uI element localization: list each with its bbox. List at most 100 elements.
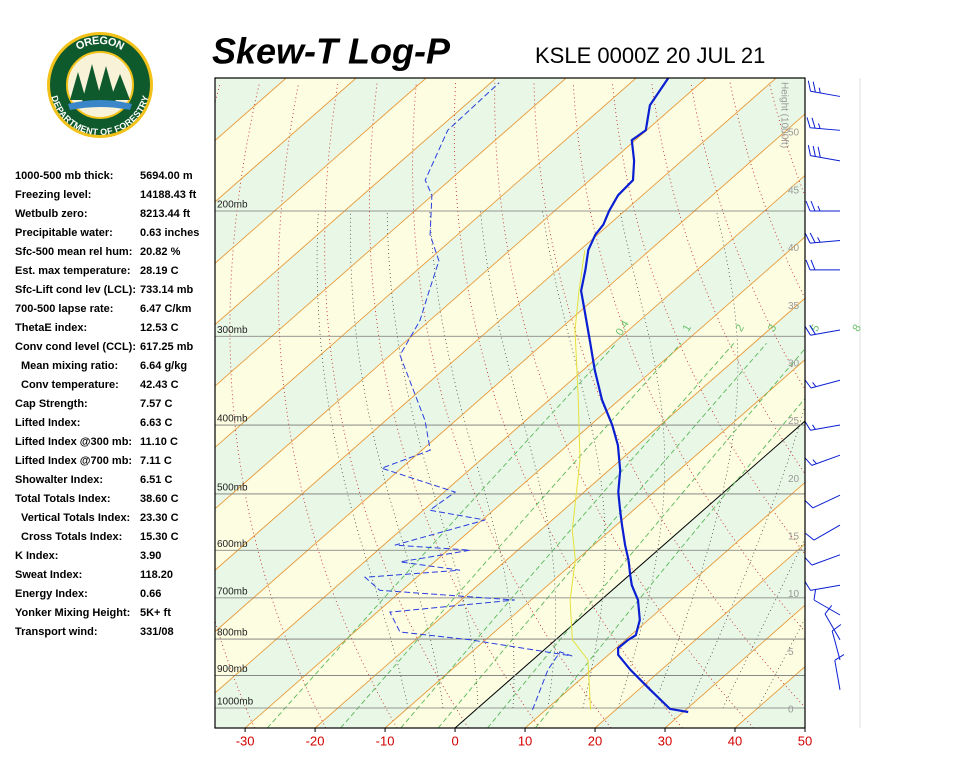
pressure-label: 800mb bbox=[217, 628, 248, 639]
wind-barb bbox=[805, 524, 841, 541]
logo: OREGON DEPARTMENT OF FORESTRY bbox=[47, 32, 153, 138]
mixing-ratio-line bbox=[437, 343, 767, 728]
x-tick-label: 20 bbox=[588, 733, 602, 748]
wind-barb bbox=[824, 605, 841, 641]
isotherm bbox=[244, 236, 805, 728]
isotherm bbox=[215, 78, 777, 571]
wind-barb bbox=[807, 80, 841, 97]
foreground: 0.4 1 2 3 5 8200mb300mb400mb500mb600mb700mb80… bbox=[215, 77, 864, 748]
index-label: Vertical Totals Index: bbox=[21, 512, 130, 524]
index-value: 5694.00 m bbox=[140, 170, 193, 182]
index-label: Freezing level: bbox=[15, 189, 91, 201]
isotherm bbox=[594, 543, 805, 728]
pressure-label: 500mb bbox=[217, 483, 248, 494]
index-label: Conv cond level (CCL): bbox=[15, 341, 136, 353]
isotherm-band bbox=[215, 114, 805, 694]
mixing-ratio-label: 1 bbox=[681, 323, 694, 334]
sounding-line bbox=[569, 250, 592, 710]
isotherm bbox=[215, 174, 805, 694]
mixing-ratio-line bbox=[400, 343, 735, 728]
wind-barb bbox=[804, 232, 841, 244]
isotherm-band bbox=[215, 78, 805, 632]
wind-barb bbox=[834, 654, 845, 690]
index-label: Cross Totals Index: bbox=[21, 531, 122, 543]
index-value: 617.25 mb bbox=[140, 341, 193, 353]
wind-barb bbox=[804, 379, 841, 389]
mixing-ratio-line bbox=[535, 397, 805, 728]
pressure-label: 300mb bbox=[217, 325, 248, 336]
index-value: 12.53 C bbox=[140, 322, 179, 334]
index-label: Transport wind: bbox=[15, 626, 98, 638]
index-label: ThetaE index: bbox=[15, 322, 87, 334]
index-label: Yonker Mixing Height: bbox=[15, 607, 130, 619]
isotherm bbox=[215, 78, 637, 449]
index-value: 7.11 C bbox=[140, 455, 172, 467]
index-label: Showalter Index: bbox=[15, 474, 103, 486]
index-label: 700-500 lapse rate: bbox=[15, 303, 113, 315]
index-label: Precipitable water: bbox=[15, 227, 113, 239]
dry-adiabat bbox=[887, 83, 960, 728]
wind-barb bbox=[813, 589, 841, 616]
height-tick-label: 50 bbox=[788, 128, 800, 139]
chart-title: Skew-T Log-P bbox=[212, 31, 451, 72]
moist-adiabat bbox=[687, 404, 805, 709]
height-tick-label: 15 bbox=[788, 532, 800, 543]
isotherm bbox=[314, 297, 805, 728]
pressure-label: 700mb bbox=[217, 586, 248, 597]
height-tick-label: 30 bbox=[788, 358, 800, 369]
index-value: 6.63 C bbox=[140, 417, 172, 429]
isotherm bbox=[215, 78, 567, 387]
isotherm bbox=[524, 481, 805, 728]
moist-adiabat bbox=[429, 210, 515, 709]
isotherm bbox=[215, 78, 497, 326]
x-tick-label: 30 bbox=[658, 733, 672, 748]
wind-barb bbox=[804, 454, 841, 466]
logo-top-path: OREGON bbox=[74, 35, 126, 53]
index-label: Wetbulb zero: bbox=[15, 208, 88, 220]
wind-barb bbox=[805, 259, 841, 271]
index-value: 3.90 bbox=[140, 550, 161, 562]
mixing-ratio-label: 2 bbox=[733, 323, 746, 334]
logo-top-text: OREGON bbox=[74, 35, 126, 53]
index-value: 733.14 mb bbox=[140, 284, 193, 296]
index-value: 331/08 bbox=[140, 626, 174, 638]
wind-barb bbox=[804, 324, 841, 336]
index-value: 6.51 C bbox=[140, 474, 172, 486]
x-tick-label: -30 bbox=[236, 733, 255, 748]
mixing-ratio-label: 8 bbox=[850, 323, 863, 334]
isotherm bbox=[215, 78, 707, 510]
wind-barb bbox=[804, 420, 841, 431]
dry-adiabat bbox=[215, 82, 255, 728]
index-label: Energy Index: bbox=[15, 588, 88, 600]
isotherm bbox=[384, 359, 805, 728]
index-label: Sfc-500 mean rel hum: bbox=[15, 246, 132, 258]
pressure-label: 900mb bbox=[217, 664, 248, 675]
mixing-ratio-line bbox=[340, 342, 682, 728]
index-label: 1000-500 mb thick: bbox=[15, 170, 113, 182]
mixing-ratio-line bbox=[487, 348, 805, 728]
index-value: 28.19 C bbox=[140, 265, 179, 277]
isotherm bbox=[875, 78, 960, 728]
sounding-line bbox=[579, 77, 689, 714]
moist-adiabat bbox=[480, 210, 557, 709]
index-label: Conv temperature: bbox=[21, 379, 119, 391]
index-label: Lifted Index: bbox=[15, 417, 80, 429]
dry-adiabat bbox=[848, 83, 960, 728]
dry-adiabat bbox=[494, 82, 754, 728]
mixing-ratio-line bbox=[266, 342, 617, 728]
index-value: 0.63 inches bbox=[140, 227, 199, 239]
wind-barb bbox=[807, 144, 841, 162]
index-label: Sfc-Lift cond lev (LCL): bbox=[15, 284, 136, 296]
mixing-ratio-label: 3 bbox=[766, 323, 779, 334]
index-value: 11.10 C bbox=[140, 436, 178, 448]
x-tick-label: -10 bbox=[376, 733, 395, 748]
x-tick-label: 40 bbox=[728, 733, 742, 748]
logo-trees bbox=[70, 64, 130, 102]
x-tick-label: 10 bbox=[518, 733, 532, 748]
index-label: K Index: bbox=[15, 550, 58, 562]
pressure-label: 200mb bbox=[217, 200, 248, 211]
index-label: Lifted Index @300 mb: bbox=[15, 436, 132, 448]
isotherm bbox=[454, 420, 805, 728]
dry-adiabat bbox=[926, 83, 960, 728]
